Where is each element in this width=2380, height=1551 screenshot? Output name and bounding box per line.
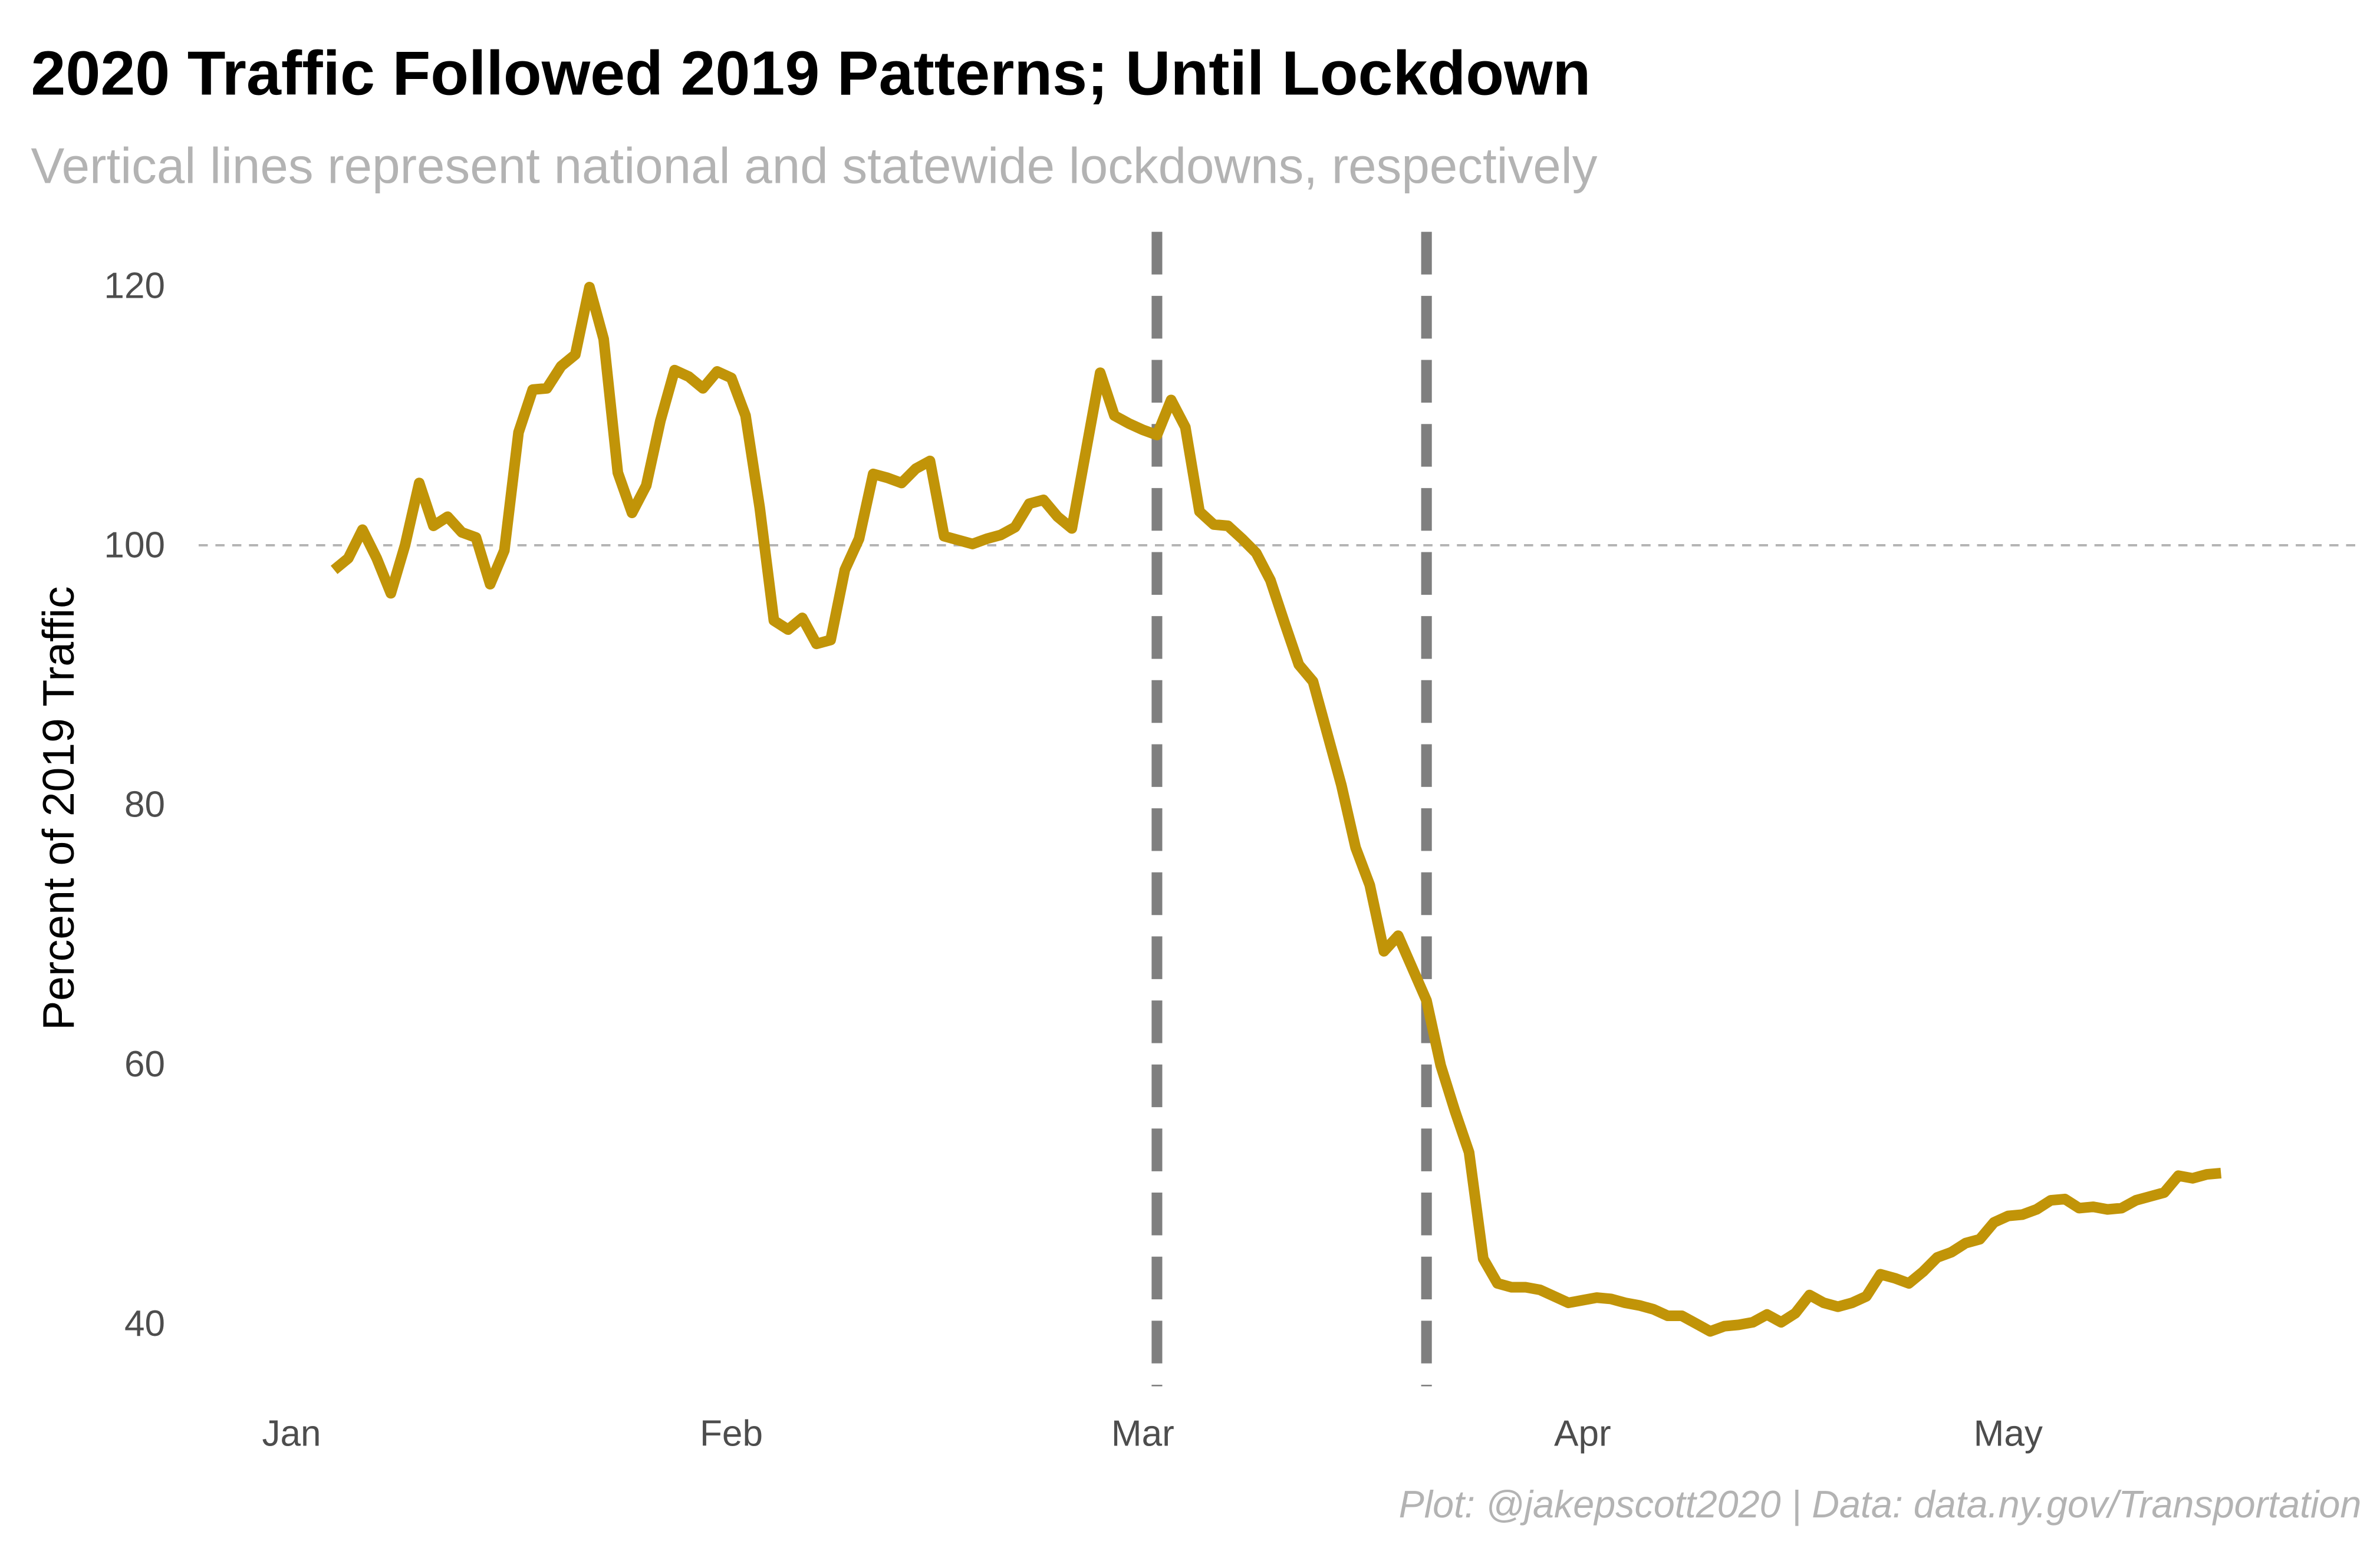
x-tick-label: May [1974,1413,2043,1454]
y-axis-label: Percent of 2019 Traffic [34,586,83,1030]
x-tick-label: Jan [262,1413,321,1454]
chart-title: 2020 Traffic Followed 2019 Patterns; Unt… [31,38,1591,108]
x-tick-label: Apr [1554,1413,1611,1454]
caption: Plot: @jakepscott2020 | Data: data.ny.go… [1399,1483,2362,1526]
chart-subtitle: Vertical lines represent national and st… [31,138,1597,194]
y-tick-label: 120 [104,266,165,307]
traffic-line [330,282,2222,1337]
y-tick-label: 40 [124,1303,165,1344]
y-tick-label: 100 [104,525,165,566]
x-tick-label: Mar [1111,1413,1174,1454]
x-tick-label: Feb [700,1413,763,1454]
y-tick-label: 80 [124,785,165,825]
y-tick-label: 60 [124,1044,165,1085]
